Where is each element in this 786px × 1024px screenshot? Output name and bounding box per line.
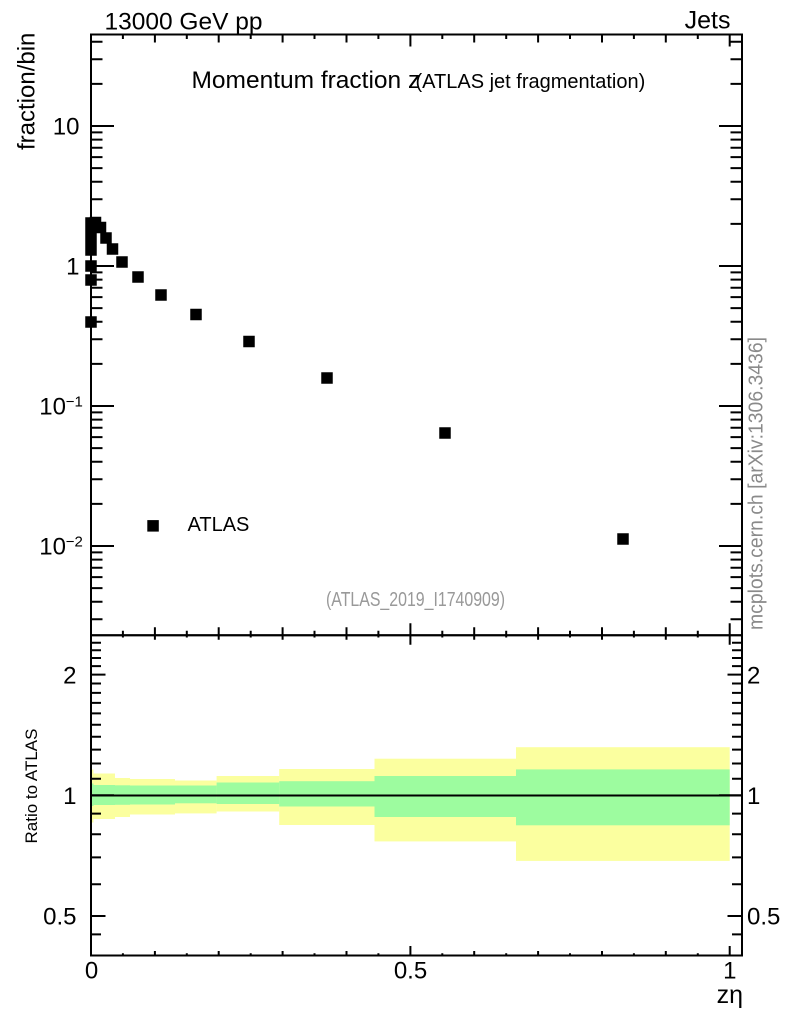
svg-text:1: 1 (66, 254, 79, 281)
svg-text:10: 10 (39, 534, 66, 561)
svg-text:1: 1 (747, 783, 760, 810)
svg-text:−1: −1 (66, 393, 83, 410)
svg-text:2: 2 (63, 662, 76, 689)
svg-text:10: 10 (53, 114, 80, 141)
svg-text:fraction/bin: fraction/bin (14, 33, 41, 150)
svg-text:0.5: 0.5 (747, 904, 780, 931)
svg-text:(ATLAS jet fragmentation): (ATLAS jet fragmentation) (416, 71, 646, 93)
svg-text:−2: −2 (66, 533, 83, 550)
svg-text:mcplots.cern.ch [arXiv:1306.34: mcplots.cern.ch [arXiv:1306.3436] (746, 337, 768, 630)
svg-text:Ratio to ATLAS: Ratio to ATLAS (22, 729, 41, 844)
svg-text:0: 0 (85, 958, 98, 985)
svg-text:13000 GeV pp: 13000 GeV pp (105, 8, 263, 35)
svg-text:Jets: Jets (685, 7, 731, 35)
svg-text:0.5: 0.5 (394, 958, 427, 985)
svg-text:(ATLAS_2019_I1740909): (ATLAS_2019_I1740909) (326, 589, 505, 611)
svg-text:Momentum fraction z: Momentum fraction z (192, 67, 421, 94)
svg-text:10: 10 (39, 394, 66, 421)
svg-text:0.5: 0.5 (43, 904, 76, 931)
svg-text:1: 1 (63, 783, 76, 810)
svg-text:zη: zη (717, 981, 743, 1009)
svg-text:2: 2 (747, 662, 760, 689)
svg-text:ATLAS: ATLAS (188, 514, 250, 536)
svg-text:1: 1 (723, 958, 736, 985)
